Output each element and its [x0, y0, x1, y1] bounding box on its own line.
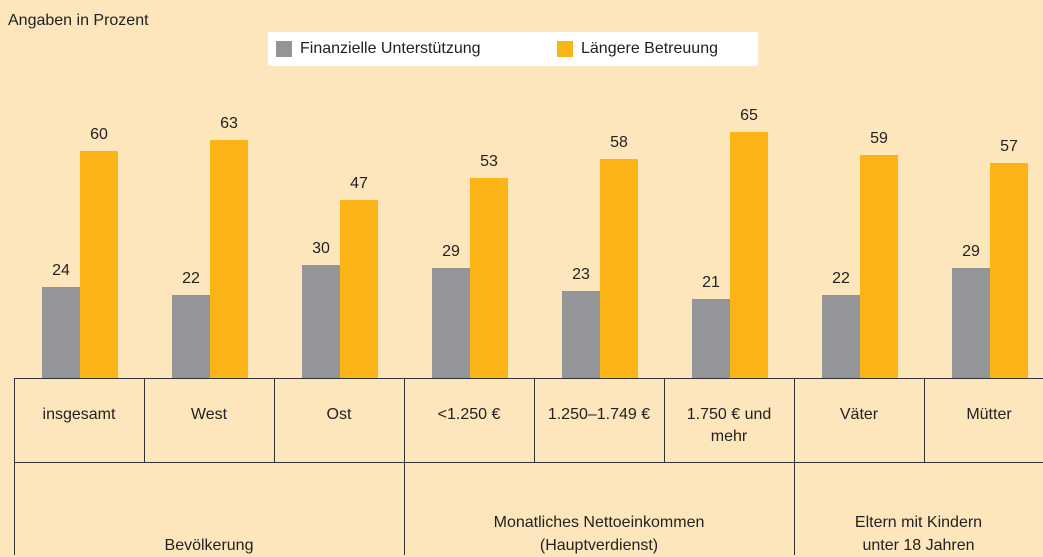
row-line	[14, 462, 1043, 463]
legend-swatch	[557, 41, 573, 57]
divider	[144, 378, 145, 462]
value-label: 29	[442, 243, 460, 261]
value-label: 22	[832, 269, 850, 287]
value-label: 22	[182, 269, 200, 287]
value-label: 65	[740, 107, 758, 125]
bar	[210, 139, 248, 378]
category-label: Väter	[839, 406, 879, 423]
value-label: 60	[90, 126, 108, 144]
category-label: 1.750 € und mehr	[686, 406, 772, 445]
group-divider	[404, 378, 405, 555]
bar	[172, 294, 210, 378]
value-label: 47	[350, 175, 368, 193]
bar	[730, 132, 768, 378]
category-label: <1.250 €	[437, 406, 501, 423]
bar	[340, 200, 378, 378]
bar	[952, 268, 990, 378]
value-label: 29	[962, 243, 980, 261]
category-label: 1.250–1.749 €	[547, 406, 651, 423]
value-label: 23	[572, 266, 590, 284]
bar	[432, 268, 470, 378]
value-label: 57	[1000, 137, 1018, 155]
baseline	[14, 378, 1043, 379]
bar	[470, 177, 508, 378]
category-label: Mütter	[966, 406, 1012, 423]
group-label: Eltern mit Kindern unter 18 Jahren	[854, 514, 983, 554]
legend-swatch	[276, 41, 292, 57]
group-label: Bevölkerung	[164, 537, 254, 554]
bar	[990, 162, 1028, 378]
chart-title: Angaben in Prozent	[8, 12, 149, 29]
value-label: 30	[312, 239, 330, 257]
bar	[600, 158, 638, 378]
category-label: West	[190, 406, 228, 423]
bar	[692, 298, 730, 378]
bar	[860, 154, 898, 378]
value-label: 59	[870, 129, 888, 147]
bar	[822, 294, 860, 378]
divider	[924, 378, 925, 462]
divider	[274, 378, 275, 462]
value-label: 53	[480, 152, 498, 170]
legend-label: Längere Betreuung	[581, 40, 718, 57]
group-divider	[794, 378, 795, 555]
legend	[268, 32, 758, 66]
divider	[534, 378, 535, 462]
bar	[42, 287, 80, 378]
bar	[302, 264, 340, 378]
category-label: insgesamt	[42, 406, 116, 423]
bar	[80, 151, 118, 378]
bar	[562, 291, 600, 378]
value-label: 21	[702, 273, 720, 291]
group-divider	[14, 378, 15, 555]
value-label: 24	[52, 262, 70, 280]
legend-label: Finanzielle Unterstützung	[300, 40, 481, 57]
group-label: Monatliches Nettoeinkommen (Hauptverdien…	[493, 514, 705, 554]
value-label: 63	[220, 114, 238, 132]
value-label: 58	[610, 133, 628, 151]
category-label: Ost	[326, 406, 352, 423]
divider	[664, 378, 665, 462]
